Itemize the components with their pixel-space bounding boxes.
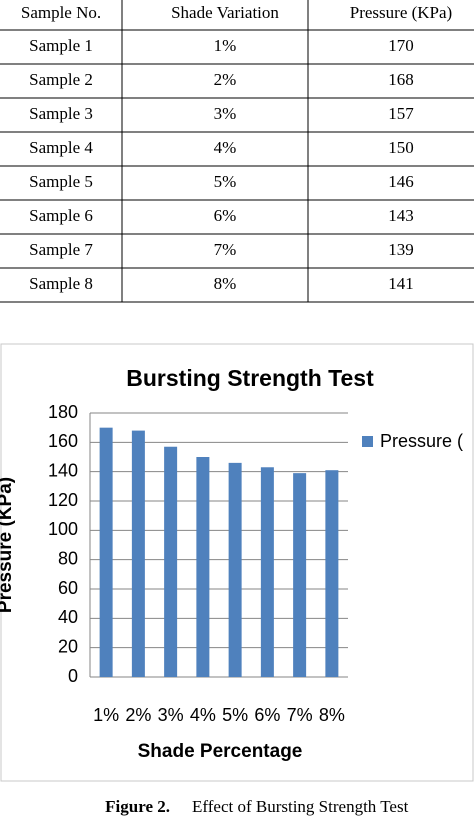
table-cell: 141 (388, 274, 414, 293)
table-cell: 168 (388, 70, 414, 89)
x-tick-label: 8% (319, 705, 345, 725)
table-cell: 150 (388, 138, 414, 157)
y-tick-label: 0 (68, 666, 78, 686)
table-cell: Sample 5 (29, 172, 93, 191)
chart-frame (0, 343, 474, 782)
table-cell: 139 (388, 240, 414, 259)
legend-label: Pressure ( (380, 431, 463, 451)
bar (99, 427, 113, 677)
bar (260, 467, 274, 677)
bar (196, 457, 210, 677)
table-cell: 170 (388, 36, 414, 55)
table-cell: 146 (388, 172, 414, 191)
table-cell: Sample 8 (29, 274, 93, 293)
table-cell: Sample 6 (29, 206, 93, 225)
table-cell: 2% (214, 70, 237, 89)
y-tick-label: 40 (58, 607, 78, 627)
x-tick-label: 4% (190, 705, 216, 725)
chart-title: Bursting Strength Test (126, 365, 374, 391)
y-tick-label: 80 (58, 548, 78, 568)
table-header: Sample No. (21, 3, 101, 22)
y-tick-label: 100 (48, 519, 78, 539)
bar (228, 462, 242, 677)
y-tick-label: 180 (48, 402, 78, 422)
caption-label: Figure 2. (105, 797, 170, 816)
y-tick-label: 60 (58, 578, 78, 598)
table-cell: 4% (214, 138, 237, 157)
y-tick-label: 160 (48, 431, 78, 451)
legend-swatch (362, 436, 373, 447)
table-cell: Sample 2 (29, 70, 93, 89)
table-cell: 5% (214, 172, 237, 191)
x-tick-label: 2% (125, 705, 151, 725)
y-tick-label: 140 (48, 460, 78, 480)
y-axis-title: Pressure (KPa) (0, 477, 16, 613)
table-cell: Sample 4 (29, 138, 93, 157)
bar (325, 470, 339, 677)
table-header: Shade Variation (171, 3, 279, 22)
x-tick-label: 3% (158, 705, 184, 725)
table-cell: 157 (388, 104, 414, 123)
table-cell: 143 (388, 206, 414, 225)
table-cell: Sample 3 (29, 104, 93, 123)
table-cell: Sample 7 (29, 240, 93, 259)
table-cell: 1% (214, 36, 237, 55)
bar (131, 430, 145, 677)
y-tick-label: 120 (48, 490, 78, 510)
x-tick-label: 5% (222, 705, 248, 725)
table-cell: 3% (214, 104, 237, 123)
table-cell: 7% (214, 240, 237, 259)
table-header: Pressure (KPa) (350, 3, 452, 22)
caption-text: Effect of Bursting Strength Test (192, 797, 409, 816)
table-cell: Sample 1 (29, 36, 93, 55)
x-axis-title: Shade Percentage (138, 741, 303, 762)
x-tick-label: 1% (93, 705, 119, 725)
x-tick-label: 7% (287, 705, 313, 725)
table-cell: 6% (214, 206, 237, 225)
y-tick-label: 20 (58, 636, 78, 656)
x-tick-label: 6% (254, 705, 280, 725)
bar (164, 446, 178, 677)
bar (293, 473, 307, 677)
table-cell: 8% (214, 274, 237, 293)
